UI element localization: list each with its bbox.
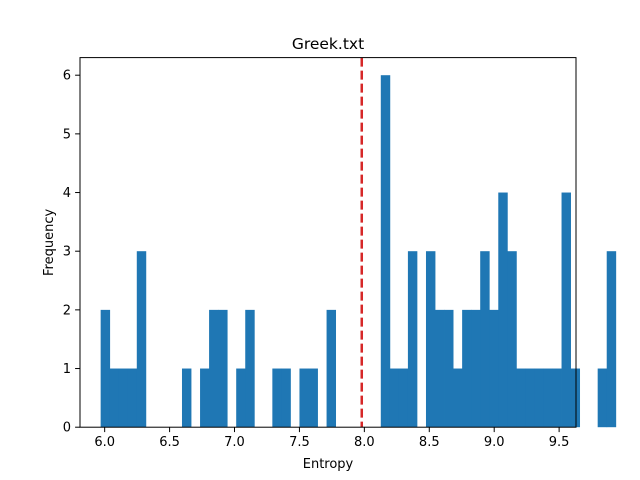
histogram-bar — [597, 368, 608, 428]
histogram-bar — [471, 309, 481, 428]
x-tick-label: 7.5 — [289, 435, 310, 450]
histogram-bar — [326, 309, 337, 428]
histogram-bar — [299, 368, 309, 428]
x-tick-label: 8.0 — [354, 435, 375, 450]
x-tick-label: 8.5 — [419, 435, 440, 450]
histogram-bar — [200, 368, 210, 428]
histogram-bar — [236, 368, 246, 428]
histogram-bar — [525, 368, 535, 428]
histogram-bar — [561, 192, 571, 428]
histogram-bar — [380, 75, 391, 428]
histogram-bar — [272, 368, 282, 428]
histogram-bar — [453, 368, 463, 428]
histogram-bar — [118, 368, 129, 428]
histogram-bar — [100, 309, 111, 428]
x-tick-label: 7.0 — [224, 435, 245, 450]
histogram-bar — [127, 368, 138, 428]
histogram-bar — [462, 309, 472, 428]
histogram-bar — [480, 251, 490, 428]
histogram-bar — [435, 309, 445, 428]
histogram-bar — [136, 251, 147, 428]
histogram-bar — [425, 251, 436, 428]
histogram-bar — [281, 368, 291, 428]
y-tick-label: 5 — [63, 127, 71, 142]
y-axis-ticks: 0 1 2 3 4 5 6 — [63, 69, 80, 436]
x-tick-label: 9.5 — [549, 435, 570, 450]
y-axis-label: Frequency — [42, 209, 57, 276]
histogram-bar — [407, 251, 418, 428]
histogram-bar — [516, 368, 526, 428]
histogram-bar — [209, 309, 219, 428]
y-tick-label: 0 — [63, 421, 71, 436]
x-tick-label: 6.5 — [159, 435, 180, 450]
y-tick-label: 3 — [63, 245, 71, 260]
y-tick-label: 6 — [63, 69, 71, 84]
x-axis-label: Entropy — [303, 457, 354, 472]
histogram-bar — [534, 368, 544, 428]
histogram-bar — [552, 368, 562, 428]
chart-title: Greek.txt — [292, 35, 364, 53]
histogram-bar — [398, 368, 409, 428]
histogram-bar — [507, 251, 517, 428]
histogram-bar — [570, 368, 581, 428]
x-tick-label: 9.0 — [484, 435, 505, 450]
histogram-bar — [245, 309, 255, 428]
x-axis-ticks: 6.0 6.5 7.0 7.5 8.0 8.5 9.0 9.5 — [94, 427, 569, 450]
y-tick-label: 2 — [63, 303, 71, 318]
histogram-bar — [498, 192, 508, 428]
y-tick-label: 1 — [63, 362, 71, 377]
histogram-bar — [606, 251, 617, 428]
y-tick-label: 4 — [63, 186, 71, 201]
x-tick-label: 6.0 — [94, 435, 115, 450]
histogram-bar — [308, 368, 318, 428]
bars-group — [100, 75, 617, 428]
histogram-bar — [444, 309, 454, 428]
histogram-bar — [389, 368, 400, 428]
histogram-bar — [489, 309, 499, 428]
plot-frame — [79, 57, 577, 428]
histogram-bar — [181, 368, 192, 428]
histogram-bar — [543, 368, 553, 428]
histogram-bar — [218, 309, 228, 428]
histogram-bar — [109, 368, 120, 428]
